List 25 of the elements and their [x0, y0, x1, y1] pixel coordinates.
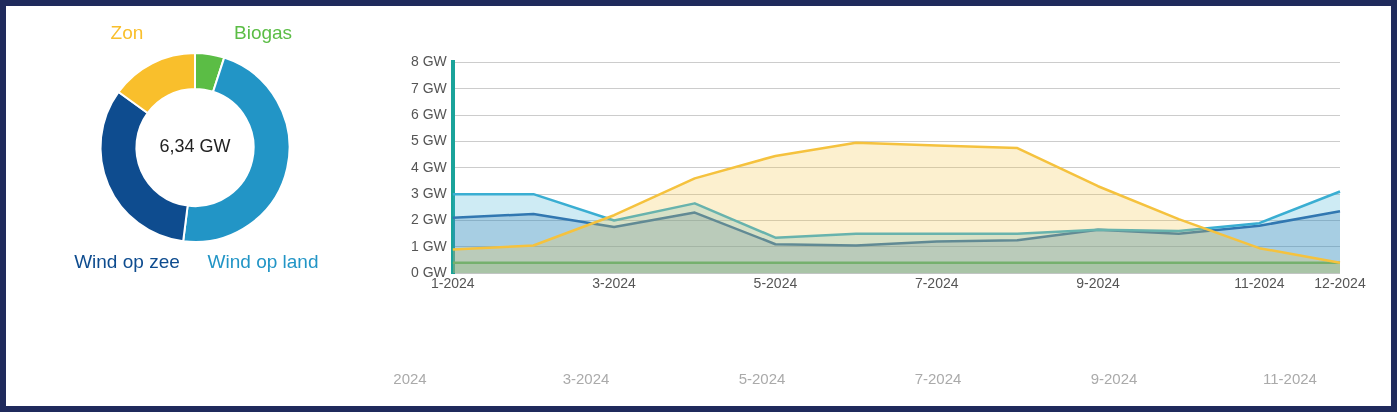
slice-label: Wind op land [207, 251, 319, 272]
text: 2024 [393, 370, 427, 387]
text: 5-2024 [738, 370, 786, 387]
y-tick-label: 1 GW [411, 237, 448, 254]
text: 11-2024 [1263, 370, 1317, 387]
y-tick-label: 5 GW [411, 132, 448, 149]
y-tick-label: 7 GW [411, 79, 448, 96]
x-tick-label: 5-2024 [753, 275, 798, 292]
x-tick-label: 12-2024 [1314, 275, 1366, 292]
y-tick-label: 8 GW [411, 53, 448, 70]
slice-label: Biogas [233, 22, 293, 43]
slice-label: Wind op zee [74, 251, 180, 272]
y-tick-label: 6 GW [411, 105, 448, 122]
x-tick-label: 3-2024 [592, 275, 637, 292]
text: 6,34 GW [159, 136, 231, 157]
y-tick-label: 3 GW [411, 185, 448, 202]
x-tick-label: 11-2024 [1234, 275, 1285, 292]
y-tick-label: 4 GW [411, 158, 448, 175]
y-tick-label: 2 GW [411, 211, 448, 228]
slice-label: Zon [110, 22, 144, 43]
text: 3-2024 [562, 370, 610, 387]
x-tick-label: 7-2024 [914, 275, 959, 292]
x-tick-label: 9-2024 [1076, 275, 1121, 292]
text: 7-2024 [914, 370, 962, 387]
text: 9-2024 [1090, 370, 1138, 387]
